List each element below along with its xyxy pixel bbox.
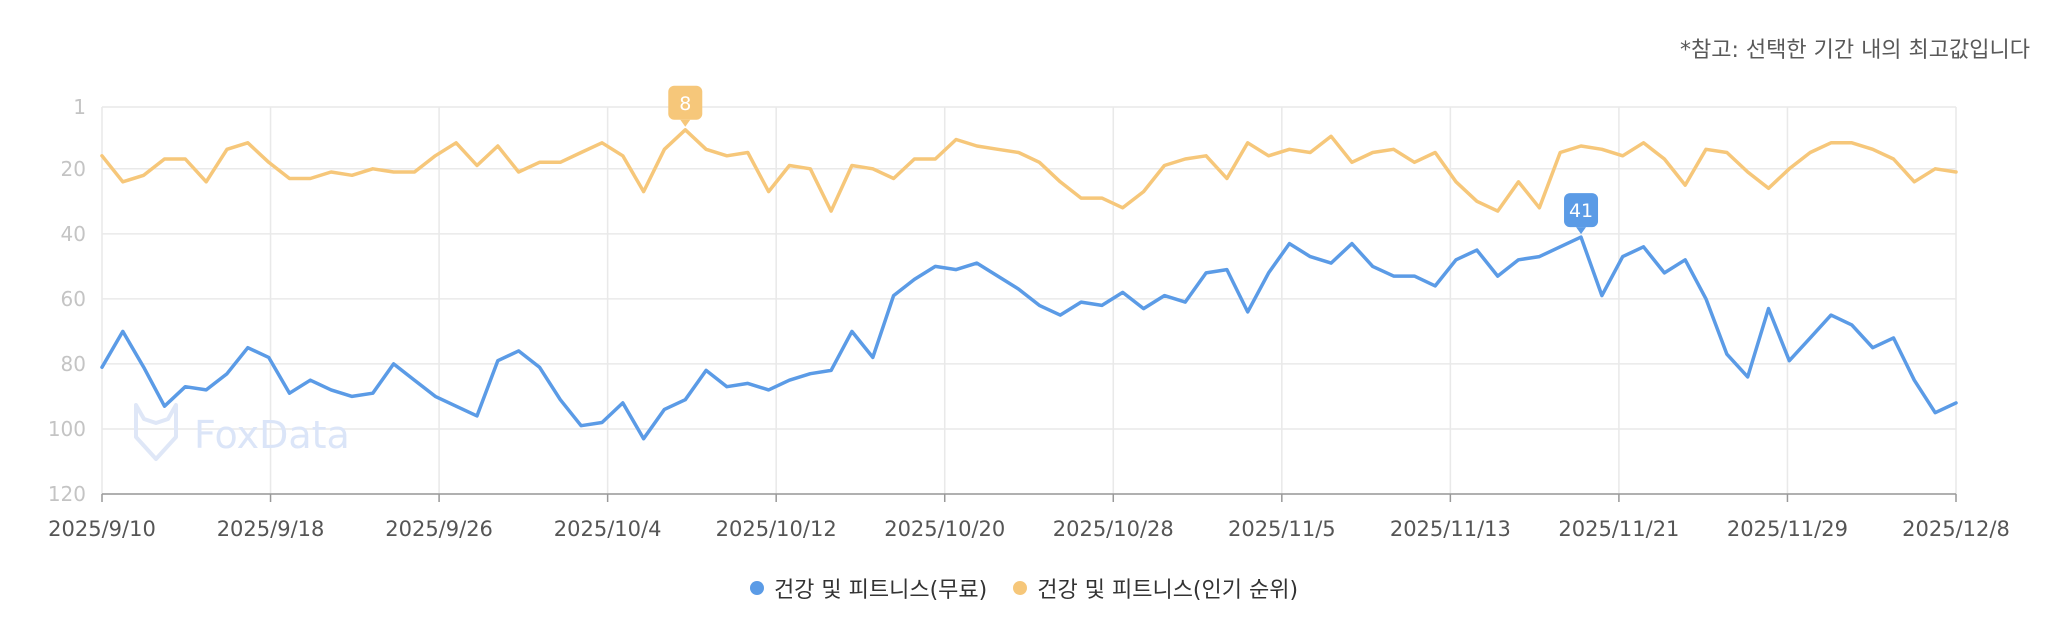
y-tick-label: 60 [61,287,86,311]
x-tick-label: 2025/11/5 [1228,517,1336,541]
grid-lines [101,106,1957,495]
fox-logo-icon [134,403,178,461]
x-tick-label: 2025/11/21 [1558,517,1679,541]
y-tick-label: 40 [61,222,86,246]
peak-note: *참고: 선택한 기간 내의 최고값입니다 [1680,38,2030,63]
legend-label-popular: 건강 및 피트니스(인기 순위) [1037,578,1299,603]
series-line-1[interactable] [100,128,1958,213]
peak-marker-label: 41 [1569,200,1593,222]
legend-item-popular[interactable]: 건강 및 피트니스(인기 순위) [1013,572,1298,604]
x-tick-label: 2025/10/28 [1053,517,1174,541]
x-tick-label: 2025/10/4 [554,517,662,541]
y-tick-label: 20 [61,157,86,181]
legend-dot-free [749,581,764,595]
y-tick-label: 100 [48,417,86,441]
x-tick-label: 2025/10/20 [884,517,1005,541]
foxdata-watermark: FoxData [134,403,350,461]
x-tick-label: 2025/10/12 [716,517,837,541]
fox-logo-outline [134,403,178,461]
series-lines [100,128,1958,441]
legend-label-free: 건강 및 피트니스(무료) [773,578,988,603]
y-tick-label: 80 [61,352,86,376]
legend-item-free[interactable]: 건강 및 피트니스(무료) [749,572,988,604]
legend-dot-popular [1013,581,1028,595]
peak-marker-1: 8 [668,85,703,127]
y-tick-label: 120 [48,482,86,506]
peak-marker-0: 41 [1564,193,1599,235]
x-tick-label: 2025/9/18 [217,517,325,541]
peak-markers: 41 8 [668,85,1599,235]
watermark-text: FoxData [194,413,350,457]
series-line-0[interactable] [100,235,1958,441]
legend: 건강 및 피트니스(무료) 건강 및 피트니스(인기 순위) [0,572,2048,604]
x-tick-label: 2025/12/8 [1902,517,2010,541]
x-tick-label: 2025/11/13 [1390,517,1511,541]
x-tick-label: 2025/9/26 [385,517,493,541]
x-tick-label: 2025/9/10 [48,517,156,541]
peak-marker-label: 8 [679,93,691,115]
x-tick-label: 2025/11/29 [1727,517,1848,541]
y-tick-label: 1 [73,95,86,119]
